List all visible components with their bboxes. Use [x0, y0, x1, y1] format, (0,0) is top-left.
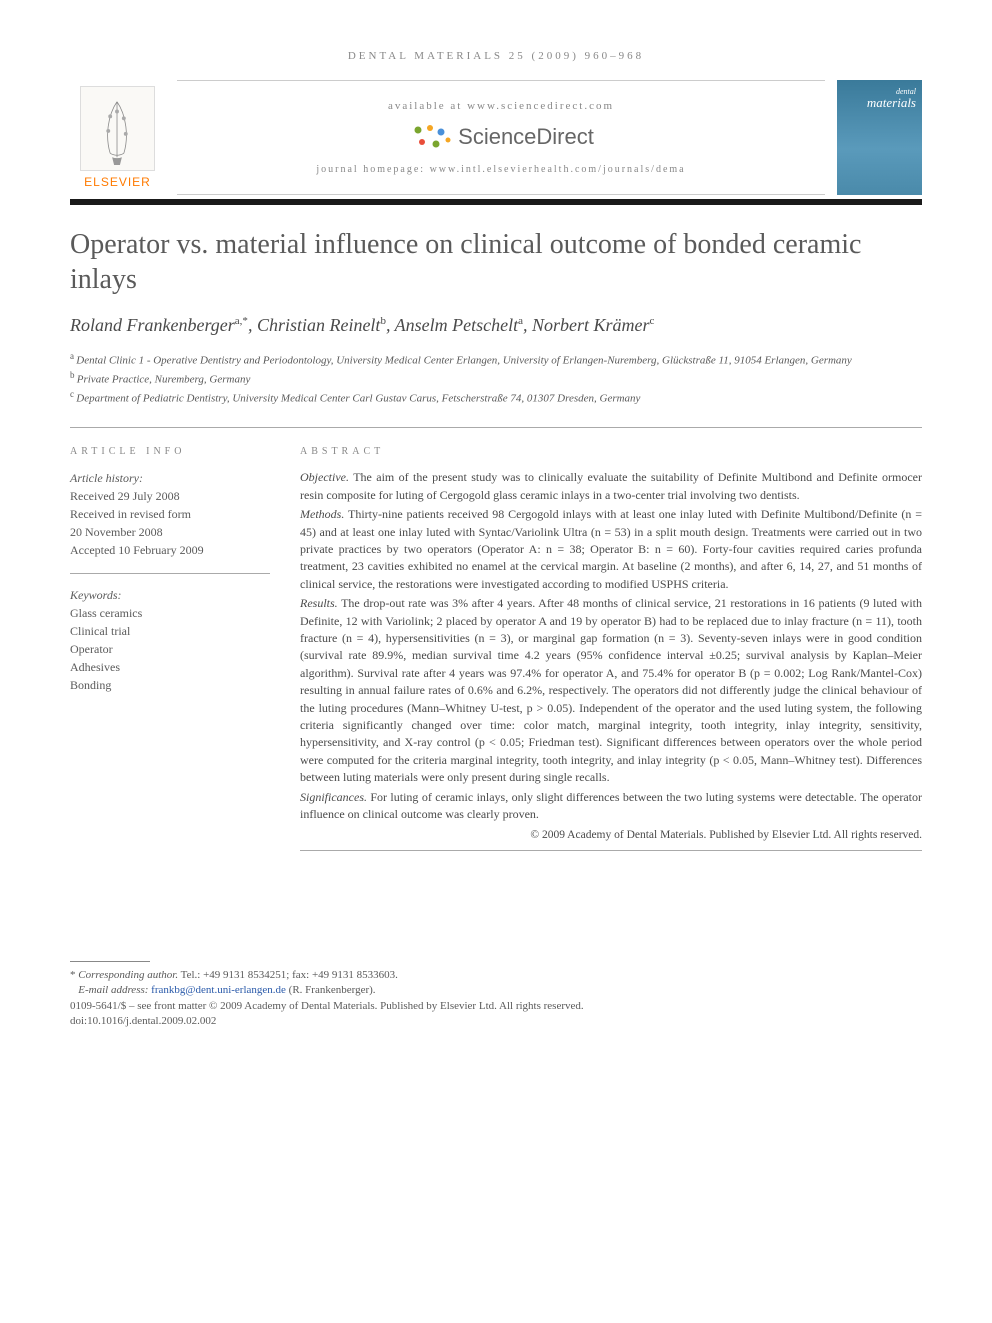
- divider: [300, 850, 922, 851]
- footer: * Corresponding author. Tel.: +49 9131 8…: [70, 961, 922, 1030]
- divider: [70, 427, 922, 428]
- history-line: Received 29 July 2008: [70, 487, 270, 505]
- copyright: © 2009 Academy of Dental Materials. Publ…: [300, 827, 922, 844]
- history-line: Received in revised form: [70, 505, 270, 523]
- banner-center: available at www.sciencedirect.com Scien…: [177, 80, 825, 195]
- corresponding-author: * Corresponding author. Tel.: +49 9131 8…: [70, 968, 922, 983]
- affiliations: a Dental Clinic 1 - Operative Dentistry …: [70, 350, 922, 407]
- article-history: Article history: Received 29 July 2008 R…: [70, 469, 270, 573]
- methods-text: Thirty-nine patients received 98 Cergogo…: [300, 507, 922, 591]
- cover-main-text: materials: [867, 95, 916, 110]
- keyword: Clinical trial: [70, 622, 270, 640]
- elsevier-logo: ELSEVIER: [70, 80, 165, 195]
- keyword: Bonding: [70, 676, 270, 694]
- keywords-block: Keywords: Glass ceramics Clinical trial …: [70, 574, 270, 694]
- journal-homepage: journal homepage: www.intl.elsevierhealt…: [316, 164, 685, 175]
- affiliation: b Private Practice, Nuremberg, Germany: [70, 369, 922, 388]
- article-info-column: ARTICLE INFO Article history: Received 2…: [70, 446, 270, 850]
- author: Anselm Petschelta: [395, 315, 523, 335]
- doi: doi:10.1016/j.dental.2009.02.002: [70, 1014, 922, 1029]
- keyword: Adhesives: [70, 658, 270, 676]
- keywords-label: Keywords:: [70, 586, 270, 604]
- article-info-label: ARTICLE INFO: [70, 446, 270, 457]
- email-line: E-mail address: frankbg@dent.uni-erlange…: [70, 983, 922, 998]
- email-link[interactable]: frankbg@dent.uni-erlangen.de: [151, 984, 286, 996]
- issn-line: 0109-5641/$ – see front matter © 2009 Ac…: [70, 999, 922, 1014]
- objective-head: Objective.: [300, 470, 349, 484]
- history-line: 20 November 2008: [70, 523, 270, 541]
- results-text: The drop-out rate was 3% after 4 years. …: [300, 596, 922, 784]
- article-title: Operator vs. material influence on clini…: [70, 227, 922, 297]
- available-at: available at www.sciencedirect.com: [388, 100, 614, 112]
- keyword: Glass ceramics: [70, 604, 270, 622]
- abstract-column: ABSTRACT Objective. The aim of the prese…: [300, 446, 922, 850]
- author-list: Roland Frankenbergera,*, Christian Reine…: [70, 315, 922, 336]
- elsevier-tree-icon: [80, 86, 155, 171]
- history-label: Article history:: [70, 469, 270, 487]
- sciencedirect-logo: ScienceDirect: [408, 122, 594, 152]
- significances-head: Significances.: [300, 790, 367, 804]
- author: Norbert Krämerc: [532, 315, 654, 335]
- banner: ELSEVIER available at www.sciencedirect.…: [70, 80, 922, 195]
- abstract-body: Objective. The aim of the present study …: [300, 469, 922, 843]
- footnote-rule: [70, 961, 150, 962]
- keyword: Operator: [70, 640, 270, 658]
- title-bar: [70, 199, 922, 205]
- abstract-label: ABSTRACT: [300, 446, 922, 457]
- journal-cover: dental materials: [837, 80, 922, 195]
- objective-text: The aim of the present study was to clin…: [300, 470, 922, 501]
- sciencedirect-icon: [408, 122, 454, 152]
- sciencedirect-text: ScienceDirect: [458, 124, 594, 150]
- running-head: DENTAL MATERIALS 25 (2009) 960–968: [70, 50, 922, 62]
- results-head: Results.: [300, 596, 338, 610]
- significances-text: For luting of ceramic inlays, only sligh…: [300, 790, 922, 821]
- methods-head: Methods.: [300, 507, 344, 521]
- history-line: Accepted 10 February 2009: [70, 541, 270, 559]
- elsevier-wordmark: ELSEVIER: [84, 175, 151, 189]
- author: Roland Frankenbergera,*: [70, 315, 248, 335]
- affiliation: c Department of Pediatric Dentistry, Uni…: [70, 388, 922, 407]
- affiliation: a Dental Clinic 1 - Operative Dentistry …: [70, 350, 922, 369]
- author: Christian Reineltb: [257, 315, 386, 335]
